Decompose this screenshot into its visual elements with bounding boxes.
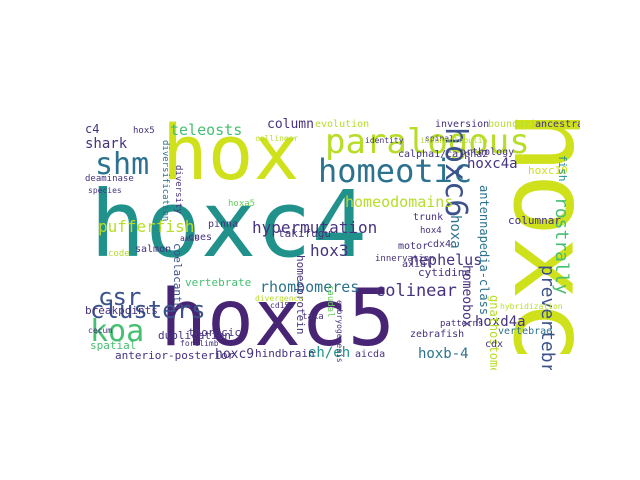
word-c4: c4 — [85, 122, 100, 136]
word-taxa: taxa — [302, 312, 324, 322]
word-homeotic: homeotic — [318, 152, 473, 190]
word-hoxc10: hoxc10 — [528, 164, 568, 177]
word-trunk: trunk — [413, 212, 444, 223]
word-clusters: clusters — [90, 296, 206, 324]
word-hindbrain: hindbrain — [255, 347, 315, 360]
word-divergence: divergence — [255, 294, 304, 303]
word-hoxd4a: hoxd4a — [475, 314, 526, 330]
word-immunoglobulin: immunoglobulin — [420, 136, 488, 145]
word-evolution: evolution — [315, 119, 370, 130]
word-cnes: cnes — [188, 232, 213, 243]
word-calpha1-calpha2: calpha1/calpha2 — [398, 149, 489, 160]
word-rostrally: rostrally — [551, 197, 572, 295]
word-identity: identity — [365, 136, 404, 145]
word-rhombomeres: rhombomeres — [260, 278, 360, 296]
word-axial: axial — [402, 259, 433, 270]
word-breakpoints: breakpoints — [85, 304, 158, 317]
word-hox: hox — [162, 115, 300, 197]
word-forelimb: forelimb — [180, 339, 219, 348]
word-takifugu: takifugu — [278, 227, 331, 240]
word-deaminase: deaminase — [85, 174, 134, 184]
word-columnar: columnar — [508, 214, 561, 227]
word-zebrafish: zebrafish — [410, 329, 465, 340]
word-aicda: aicda — [355, 349, 386, 360]
word-coelacanth: coelacanth — [171, 243, 184, 310]
word-hoxc: hoxc — [490, 115, 580, 363]
word-cecum: cecum — [88, 326, 113, 335]
word-embryogenesis: embryogenesis — [335, 300, 344, 363]
word-vertebrate: vertebrate — [185, 276, 252, 289]
word-homeoprotein: homeoprotein — [294, 255, 307, 335]
word-hox5: hox5 — [133, 126, 155, 136]
word-colinear: colinear — [375, 281, 457, 301]
word-column: column — [267, 117, 314, 132]
word-axis: axis — [180, 234, 200, 243]
word-innervation: innervation — [375, 254, 435, 264]
word-vertebrae: vertebrae — [498, 326, 553, 337]
word-duplication: duplication — [158, 329, 231, 342]
word-hoxc9: hoxc9 — [215, 347, 255, 362]
word-cd154: cd154 — [270, 301, 295, 310]
word-hoxa5: hoxa5 — [228, 199, 256, 209]
word-orthology: orthology — [460, 147, 515, 158]
word-diversification: diversification — [160, 140, 170, 222]
word-koa: koa — [90, 314, 145, 349]
word-hybridization: hybridization — [500, 302, 563, 311]
word-hoxc4a: hoxc4a — [467, 156, 518, 172]
word-paralogous: paralogous — [325, 122, 530, 162]
word-boundaries: boundaries — [488, 119, 549, 130]
word-hox4: hox4 — [420, 226, 442, 236]
word-cytidine: cytidine — [418, 266, 471, 279]
word-caudal: caudal — [325, 285, 335, 318]
word-spinal: spinal — [425, 134, 454, 143]
word-prevertebral: prevertebral — [537, 265, 558, 370]
word-cdx4: cdx4 — [427, 239, 452, 250]
word-collinear: collinear — [255, 134, 299, 143]
word-anterior-posterior: anterior-posterior — [115, 349, 235, 362]
word-cdx: cdx — [485, 339, 504, 350]
word-hypermutation: hypermutation — [252, 218, 378, 237]
word-pinna: pinna — [208, 219, 239, 230]
word-hox3: hox3 — [310, 241, 349, 260]
word-csr: csr — [98, 283, 142, 311]
word-cloud: hoxc4 hoxc5 hoxc hox paralogous homeotic hoxc6… — [80, 115, 580, 370]
word-species: species — [88, 186, 122, 195]
word-hoxc5: hoxc5 — [160, 274, 395, 364]
word-hoxc4: hoxc4 — [90, 171, 367, 278]
word-shm: shm — [95, 147, 150, 182]
word-diversity: diversity — [173, 165, 183, 214]
word-inversion: inversion — [435, 119, 490, 130]
word-salmon: salmon — [135, 244, 172, 255]
word-patterns: patterns — [440, 319, 484, 329]
word-homeobox: homeobox — [459, 265, 474, 328]
word-shark: shark — [85, 136, 128, 152]
word-nephelus: nephelus — [410, 251, 483, 269]
word-hoxa: hoxa — [447, 215, 463, 249]
word-antennapedia-class: antennapedia-class — [477, 185, 491, 316]
word-spatial: spatial — [90, 339, 137, 352]
word-pufferfish: pufferfish — [98, 217, 195, 236]
word-gnathostome: gnathostome — [487, 295, 501, 370]
word-motor: motor — [398, 241, 429, 252]
word-eh-eh: eh/eh — [308, 345, 351, 361]
word-teleosts: teleosts — [170, 121, 243, 139]
word-code: code — [108, 249, 130, 259]
word-hoxb-4: hoxb-4 — [418, 346, 469, 362]
word-ancestral: ancestral — [535, 119, 580, 130]
word-hoxc6: hoxc6 — [438, 127, 473, 218]
word-homeodomains: homeodomains — [345, 193, 454, 211]
word-thoracic: thoracic — [188, 326, 241, 339]
word-fish: fish — [556, 155, 569, 182]
